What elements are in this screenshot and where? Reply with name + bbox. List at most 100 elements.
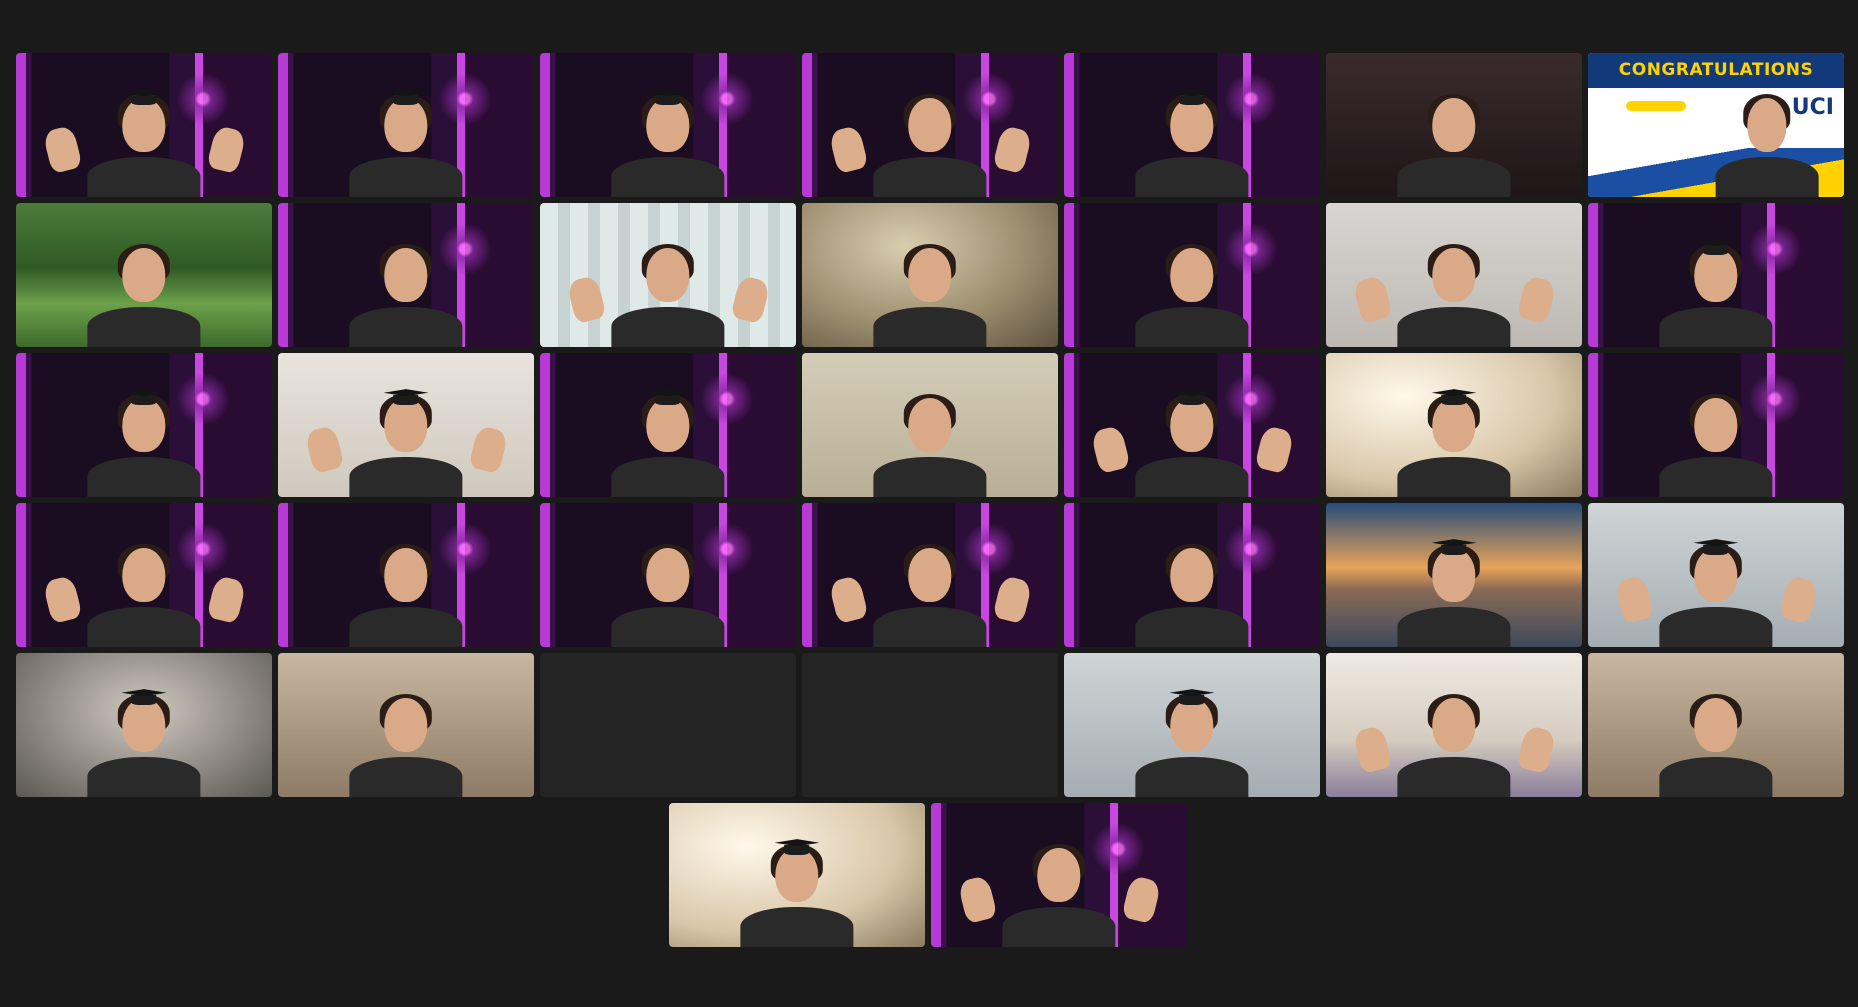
waving-hand-icon: [827, 124, 869, 175]
waving-hand-icon: [41, 124, 83, 175]
video-feed: [1588, 353, 1844, 497]
graduation-cap-icon: [1693, 239, 1739, 255]
participant-video-tile[interactable]: [1064, 653, 1320, 797]
participant-face: [1170, 548, 1214, 603]
participant-body: [873, 606, 987, 647]
waving-hand-icon: [205, 124, 247, 175]
participant-video-tile[interactable]: [540, 53, 796, 197]
participant-video-tile[interactable]: [540, 353, 796, 497]
participant-video-tile[interactable]: [278, 503, 534, 647]
participant-video-tile[interactable]: [1326, 353, 1582, 497]
video-feed: [802, 203, 1058, 347]
participant-body: [349, 756, 463, 797]
participant-figure: [1135, 385, 1249, 497]
participant-video-tile[interactable]: [1064, 203, 1320, 347]
waving-hand-icon: [41, 574, 83, 625]
participant-figure: [349, 385, 463, 497]
participant-video-tile[interactable]: CONGRATULATIONS UCI: [1588, 53, 1844, 197]
participant-face: [908, 548, 952, 603]
video-feed: [802, 53, 1058, 197]
participant-face: [384, 248, 428, 303]
waving-hand-icon: [1777, 574, 1819, 625]
participant-video-tile[interactable]: [1588, 653, 1844, 797]
participant-video-tile[interactable]: [802, 203, 1058, 347]
banner-text: CONGRATULATIONS: [1588, 53, 1844, 88]
participant-video-tile[interactable]: [802, 353, 1058, 497]
participant-video-tile[interactable]: [1326, 53, 1582, 197]
waving-hand-icon: [729, 274, 771, 325]
participant-body: [740, 906, 854, 947]
participant-figure: [87, 535, 201, 647]
banner-tag: [1626, 101, 1686, 111]
participant-video-tile[interactable]: [1326, 503, 1582, 647]
participant-body: [1397, 156, 1511, 197]
participant-body: [1135, 756, 1249, 797]
participant-video-tile[interactable]: [278, 53, 534, 197]
participant-face: [1747, 98, 1787, 153]
video-feed: [540, 353, 796, 497]
waving-hand-icon: [1515, 274, 1557, 325]
participant-body: [1659, 606, 1773, 647]
video-feed: [540, 53, 796, 197]
graduation-cap-icon: [774, 839, 820, 855]
participant-video-tile[interactable]: [931, 803, 1187, 947]
participant-figure: [1135, 535, 1249, 647]
participant-video-tile[interactable]: [16, 653, 272, 797]
participant-face: [646, 98, 690, 153]
participant-body: [611, 456, 725, 497]
participant-video-tile[interactable]: [16, 503, 272, 647]
waving-hand-icon: [991, 124, 1033, 175]
waving-hand-icon: [303, 424, 345, 475]
waving-hand-icon: [991, 574, 1033, 625]
participant-figure: [349, 685, 463, 797]
participant-figure: [1659, 385, 1773, 497]
video-feed: [540, 203, 796, 347]
video-feed: [16, 203, 272, 347]
participant-video-tile[interactable]: [669, 803, 925, 947]
participant-face: [646, 548, 690, 603]
video-feed: [16, 503, 272, 647]
participant-figure: [611, 535, 725, 647]
waving-hand-icon: [1351, 274, 1393, 325]
participant-video-tile[interactable]: [16, 53, 272, 197]
participant-video-tile[interactable]: [278, 203, 534, 347]
participant-body: [1002, 906, 1116, 947]
participant-figure: [87, 685, 201, 797]
participant-video-tile[interactable]: [16, 353, 272, 497]
participant-face: [1432, 98, 1476, 153]
participant-video-tile[interactable]: [1588, 203, 1844, 347]
video-feed: [16, 653, 272, 797]
participant-video-tile[interactable]: [16, 203, 272, 347]
participant-video-tile[interactable]: [802, 53, 1058, 197]
participant-video-tile[interactable]: [1588, 503, 1844, 647]
participant-figure: [87, 235, 201, 347]
video-feed: [278, 653, 534, 797]
participant-video-tile[interactable]: [540, 503, 796, 647]
graduation-cap-icon: [1169, 389, 1215, 405]
participant-video-tile[interactable]: [1326, 203, 1582, 347]
participant-video-tile[interactable]: [1064, 53, 1320, 197]
participant-video-tile[interactable]: [1064, 503, 1320, 647]
participant-video-tile[interactable]: [278, 653, 534, 797]
participant-body: [87, 456, 201, 497]
participant-video-tile[interactable]: [278, 353, 534, 497]
participant-body: [1397, 306, 1511, 347]
participant-body: [1135, 156, 1249, 197]
participant-face: [1432, 248, 1476, 303]
empty-video-tile: [540, 653, 796, 797]
waving-hand-icon: [1515, 724, 1557, 775]
participant-video-tile[interactable]: [1326, 653, 1582, 797]
participant-face: [384, 398, 428, 453]
participant-figure: [1659, 535, 1773, 647]
video-feed: [802, 353, 1058, 497]
participant-body: [87, 306, 201, 347]
graduation-cap-icon: [1431, 539, 1477, 555]
participant-video-tile[interactable]: [1064, 353, 1320, 497]
participant-video-tile[interactable]: [1588, 353, 1844, 497]
participant-figure: [740, 835, 854, 947]
participant-figure: [1397, 85, 1511, 197]
video-feed: [278, 353, 534, 497]
participant-face: [1170, 698, 1214, 753]
participant-video-tile[interactable]: [540, 203, 796, 347]
participant-video-tile[interactable]: [802, 503, 1058, 647]
